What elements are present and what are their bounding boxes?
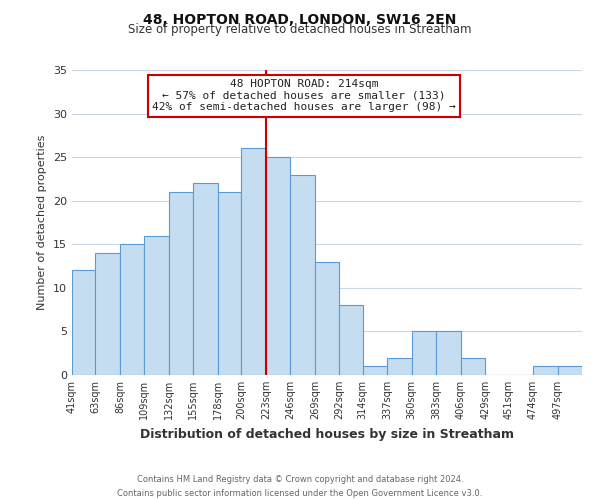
Text: Contains HM Land Registry data © Crown copyright and database right 2024.
Contai: Contains HM Land Registry data © Crown c… <box>118 476 482 498</box>
Y-axis label: Number of detached properties: Number of detached properties <box>37 135 47 310</box>
Bar <box>557 366 582 375</box>
Bar <box>218 192 241 375</box>
Bar <box>120 244 145 375</box>
Bar <box>169 192 193 375</box>
Bar <box>72 270 95 375</box>
Bar <box>362 366 387 375</box>
Bar <box>241 148 266 375</box>
Text: Size of property relative to detached houses in Streatham: Size of property relative to detached ho… <box>128 22 472 36</box>
Bar <box>145 236 169 375</box>
Bar <box>315 262 339 375</box>
Bar <box>290 174 315 375</box>
Text: 48 HOPTON ROAD: 214sqm
← 57% of detached houses are smaller (133)
42% of semi-de: 48 HOPTON ROAD: 214sqm ← 57% of detached… <box>152 79 456 112</box>
Bar <box>266 157 290 375</box>
Text: 48, HOPTON ROAD, LONDON, SW16 2EN: 48, HOPTON ROAD, LONDON, SW16 2EN <box>143 12 457 26</box>
Bar <box>387 358 412 375</box>
Bar <box>412 332 436 375</box>
Bar <box>193 184 218 375</box>
Bar <box>436 332 461 375</box>
X-axis label: Distribution of detached houses by size in Streatham: Distribution of detached houses by size … <box>140 428 514 440</box>
Bar <box>95 253 120 375</box>
Bar <box>339 306 362 375</box>
Bar <box>461 358 485 375</box>
Bar <box>533 366 557 375</box>
